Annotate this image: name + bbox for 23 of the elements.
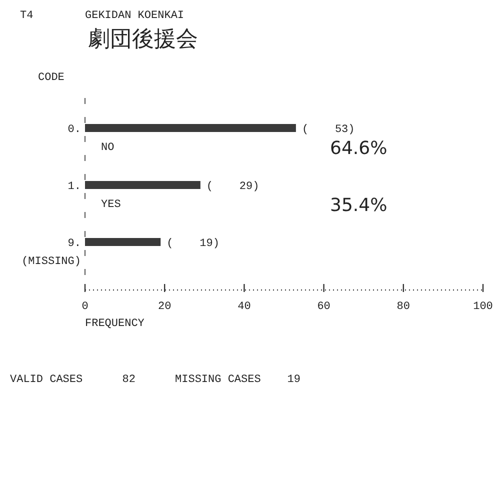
annotation: 35.4% — [330, 195, 388, 216]
text: (MISSING) — [22, 256, 81, 268]
annotation: 64.6% — [330, 138, 388, 159]
x-tick-label: 40 — [238, 301, 251, 313]
y-tick-label: 0. — [68, 124, 81, 136]
chart-subtitle: 劇団後援会 — [88, 27, 198, 52]
data-label: ( 29) — [206, 181, 260, 193]
x-tick-label: 0 — [82, 301, 88, 313]
x-tick-label: 80 — [396, 301, 410, 313]
text: T4 — [20, 10, 34, 22]
y-axis-title: CODE — [38, 72, 65, 84]
data-label: ( 19) — [166, 238, 220, 250]
annotation: YES — [101, 199, 122, 211]
text: VALID CASES 82 MISSING CASES 19 — [10, 374, 300, 386]
x-axis-title: FREQUENCY — [85, 318, 145, 330]
x-tick-label: 20 — [158, 301, 172, 313]
chart-title: GEKIDAN KOENKAI — [85, 10, 184, 22]
y-tick-label: 1. — [68, 181, 81, 193]
annotation: NO — [101, 142, 115, 154]
x-tick-label: 60 — [317, 301, 330, 313]
x-tick-label: 100 — [473, 301, 493, 313]
data-label: ( 53) — [302, 124, 355, 136]
y-tick-label: 9. — [68, 238, 81, 250]
